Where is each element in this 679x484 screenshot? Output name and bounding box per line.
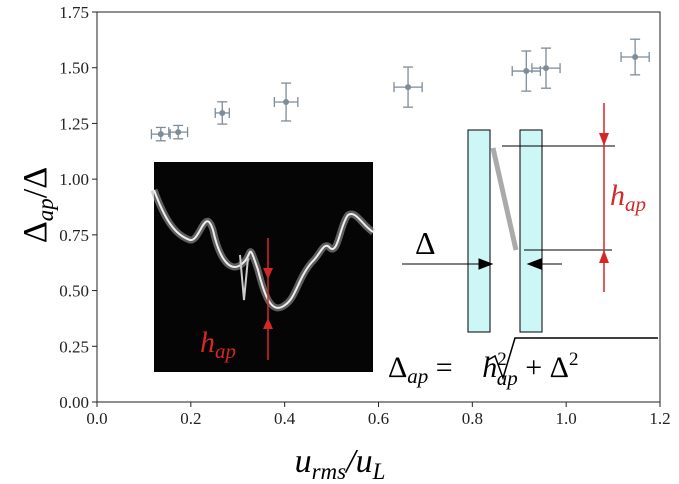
y-axis-label: Δap/Δ bbox=[17, 167, 58, 243]
sub: ap bbox=[625, 192, 646, 216]
h: h bbox=[610, 179, 625, 212]
eq-part: h bbox=[482, 351, 497, 384]
eq-part: = bbox=[428, 351, 460, 384]
y-tick-label: 1.50 bbox=[59, 59, 89, 78]
point bbox=[175, 129, 181, 135]
yl: Δ bbox=[17, 221, 54, 243]
point bbox=[283, 99, 289, 105]
xl: /u bbox=[344, 443, 372, 480]
point bbox=[523, 68, 529, 74]
x-axis-label: urms/uL bbox=[295, 443, 386, 484]
delta-label: Δ bbox=[415, 225, 436, 261]
inset-image bbox=[154, 162, 373, 372]
x-tick-label: 0.2 bbox=[180, 409, 201, 428]
y-tick-label: 1.00 bbox=[59, 170, 89, 189]
x-tick-label: 1.2 bbox=[649, 409, 670, 428]
diagram-h-label: hap bbox=[610, 179, 646, 216]
point bbox=[158, 131, 164, 137]
y-tick-label: 0.50 bbox=[59, 282, 89, 301]
yl-sub: ap bbox=[33, 198, 58, 221]
y-tick-label: 0.25 bbox=[59, 337, 89, 356]
point bbox=[543, 65, 549, 71]
xl-sub: rms bbox=[312, 459, 347, 484]
schematic bbox=[402, 103, 615, 332]
xl: u bbox=[295, 443, 312, 480]
point bbox=[405, 84, 411, 90]
h: h bbox=[200, 326, 215, 359]
y-tick-label: 1.75 bbox=[59, 3, 89, 22]
point bbox=[632, 54, 638, 60]
eq-part: + Δ bbox=[518, 351, 569, 384]
eq-sub: ap bbox=[497, 366, 518, 390]
x-tick-label: 1.0 bbox=[556, 409, 577, 428]
xl-sub: L bbox=[372, 459, 386, 484]
y-tick-label: 0.00 bbox=[59, 393, 89, 412]
x-tick-label: 0.6 bbox=[368, 409, 389, 428]
sub: ap bbox=[215, 339, 236, 363]
x-tick-label: 0.4 bbox=[274, 409, 296, 428]
y-tick-label: 0.75 bbox=[59, 226, 89, 245]
point bbox=[219, 110, 225, 116]
eq-part: Δ bbox=[388, 351, 407, 384]
y-tick-label: 1.25 bbox=[59, 114, 89, 133]
eq-sup: 2 bbox=[569, 349, 579, 370]
x-tick-label: 0.0 bbox=[86, 409, 107, 428]
yl: /Δ bbox=[17, 167, 54, 198]
chart: 0.0 0.2 0.4 0.6 0.8 1.0 1.2 0.00 0.25 0.50 0.75 1.0… bbox=[0, 0, 679, 484]
eq-sub: ap bbox=[407, 364, 428, 388]
x-tick-label: 0.8 bbox=[462, 409, 483, 428]
